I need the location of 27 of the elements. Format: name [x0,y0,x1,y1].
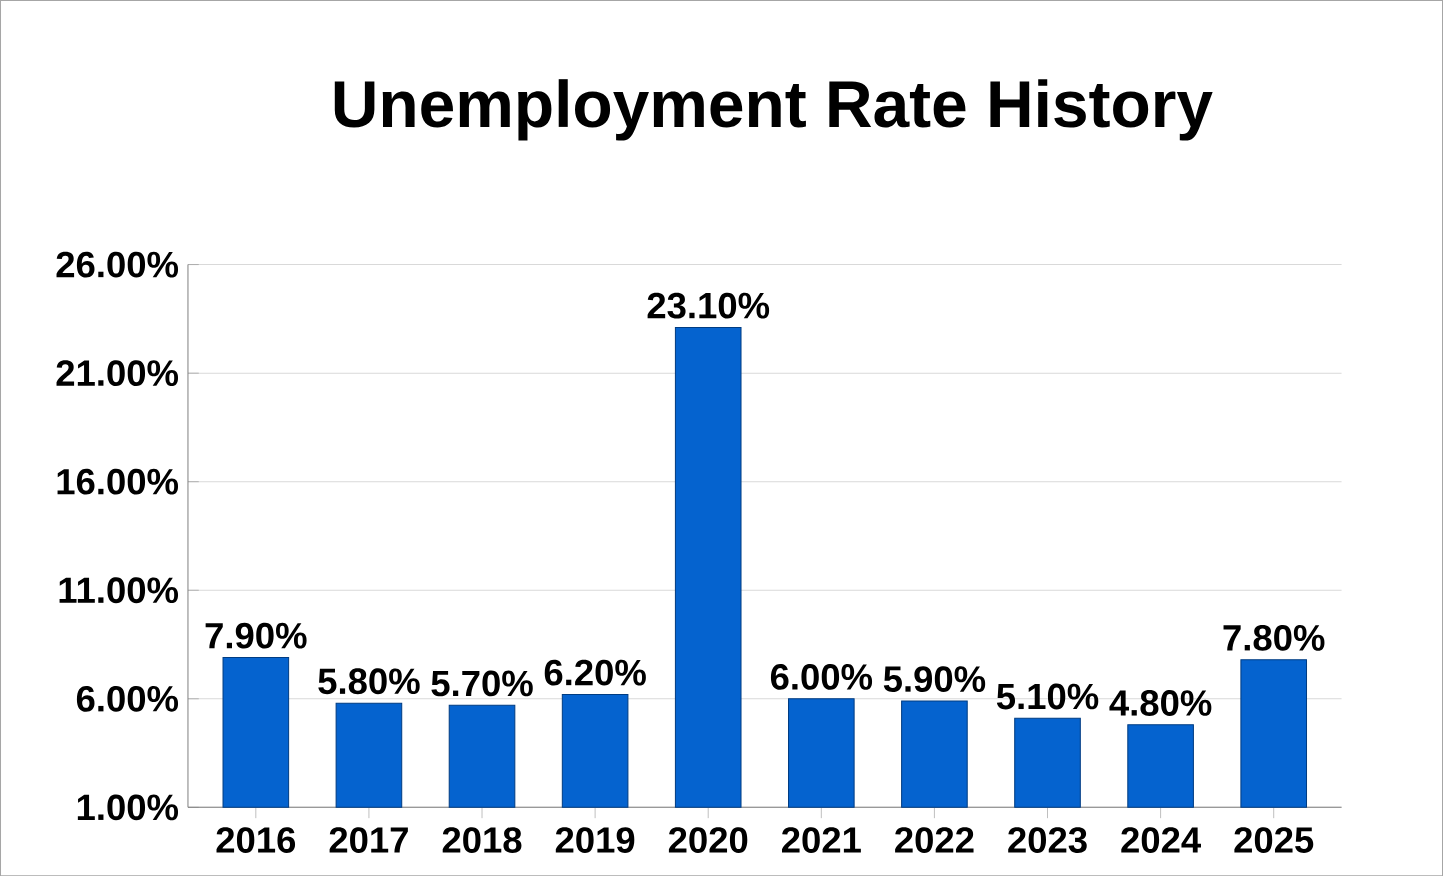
x-tick-label: 2016 [216,826,296,853]
y-tick-label: 21.00% [56,360,179,386]
data-label: 23.10% [647,292,770,319]
y-tick-label: 6.00% [76,685,179,712]
data-label: 5.70% [431,670,533,697]
data-label: 5.80% [318,668,420,695]
data-label: 5.90% [883,666,986,692]
data-label: 6.00% [770,663,873,690]
x-tick-label: 2023 [1008,826,1087,853]
y-tick-label: 16.00% [57,468,179,495]
x-tick-label: 2025 [1234,826,1314,853]
x-tick-label: 2017 [329,826,408,853]
x-tick-label: 2022 [895,826,974,853]
y-tick-label: 26.00% [56,251,179,278]
y-tick-label: 1.00% [77,794,179,821]
x-tick-label: 2019 [555,826,635,853]
y-tick-label: 11.00% [59,577,179,603]
data-label: 6.20% [544,659,646,686]
x-tick-label: 2018 [442,826,522,853]
data-label: 7.80% [1223,624,1325,651]
x-tick-label: 2020 [668,826,748,853]
x-tick-label: 2024 [1121,826,1201,853]
x-tick-label: 2021 [782,826,861,853]
chart-title: Unemployment Rate History [334,79,1213,141]
data-label: 7.90% [205,622,307,649]
data-label: 5.10% [996,683,1099,710]
data-label: 4.80% [1109,689,1212,716]
